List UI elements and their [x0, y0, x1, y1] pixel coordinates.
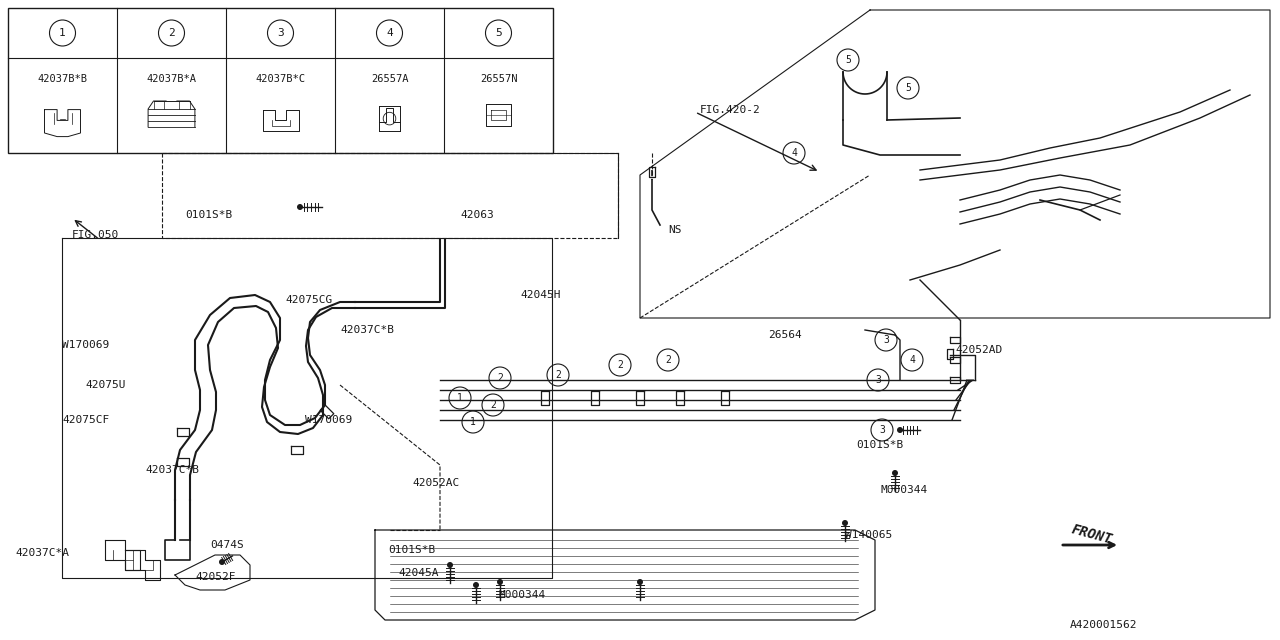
Text: 5: 5: [845, 55, 851, 65]
Text: 2: 2: [490, 400, 495, 410]
Text: M000344: M000344: [881, 485, 927, 495]
Text: 42052F: 42052F: [195, 572, 236, 582]
Text: 1: 1: [457, 393, 463, 403]
Text: 42075U: 42075U: [84, 380, 125, 390]
Text: 42045A: 42045A: [398, 568, 439, 578]
Text: 42037B*A: 42037B*A: [146, 74, 197, 84]
Text: 42037B*C: 42037B*C: [256, 74, 306, 84]
Text: NS: NS: [668, 225, 681, 235]
Text: 4: 4: [909, 355, 915, 365]
Text: 0101S*B: 0101S*B: [186, 210, 232, 220]
Text: M000344: M000344: [498, 590, 545, 600]
Circle shape: [497, 579, 503, 585]
Text: 5: 5: [495, 28, 502, 38]
Text: 3: 3: [879, 425, 884, 435]
Text: FIG.050: FIG.050: [72, 230, 119, 240]
Text: 2: 2: [168, 28, 175, 38]
Text: 2: 2: [556, 370, 561, 380]
Text: FIG.420-2: FIG.420-2: [700, 105, 760, 115]
Text: 3: 3: [876, 375, 881, 385]
Circle shape: [447, 562, 453, 568]
Text: 2: 2: [497, 373, 503, 383]
Text: 42075CG: 42075CG: [285, 295, 333, 305]
Text: W170069: W170069: [61, 340, 109, 350]
Text: 0474S: 0474S: [210, 540, 243, 550]
Text: 5: 5: [905, 83, 911, 93]
Text: 42037C*A: 42037C*A: [15, 548, 69, 558]
Text: 2: 2: [617, 360, 623, 370]
Circle shape: [474, 582, 479, 588]
Text: 4: 4: [791, 148, 797, 158]
Text: 1: 1: [59, 28, 65, 38]
Bar: [8, 8, 553, 153]
Text: A420001562: A420001562: [1070, 620, 1138, 630]
Text: 1: 1: [470, 417, 476, 427]
Circle shape: [897, 427, 902, 433]
Circle shape: [637, 579, 643, 585]
Text: 0101S*B: 0101S*B: [856, 440, 904, 450]
Text: 0101S*B: 0101S*B: [388, 545, 435, 555]
Text: W140065: W140065: [845, 530, 892, 540]
Text: 42037C*B: 42037C*B: [145, 465, 198, 475]
Text: 26557N: 26557N: [480, 74, 517, 84]
Text: 2: 2: [666, 355, 671, 365]
Text: 42037C*B: 42037C*B: [340, 325, 394, 335]
Text: 3: 3: [883, 335, 888, 345]
Circle shape: [892, 470, 899, 476]
Text: W170069: W170069: [305, 415, 352, 425]
Text: 26557A: 26557A: [371, 74, 408, 84]
Text: 42052AC: 42052AC: [412, 478, 460, 488]
Text: FRONT: FRONT: [1070, 523, 1114, 547]
Circle shape: [297, 204, 303, 210]
Text: 26564: 26564: [768, 330, 801, 340]
Text: 42063: 42063: [460, 210, 494, 220]
Circle shape: [219, 559, 225, 565]
Text: 3: 3: [278, 28, 284, 38]
Text: 4: 4: [387, 28, 393, 38]
Text: 42045H: 42045H: [520, 290, 561, 300]
Text: 42052AD: 42052AD: [955, 345, 1002, 355]
Text: 42037B*B: 42037B*B: [37, 74, 87, 84]
Circle shape: [842, 520, 849, 526]
Text: 42075CF: 42075CF: [61, 415, 109, 425]
